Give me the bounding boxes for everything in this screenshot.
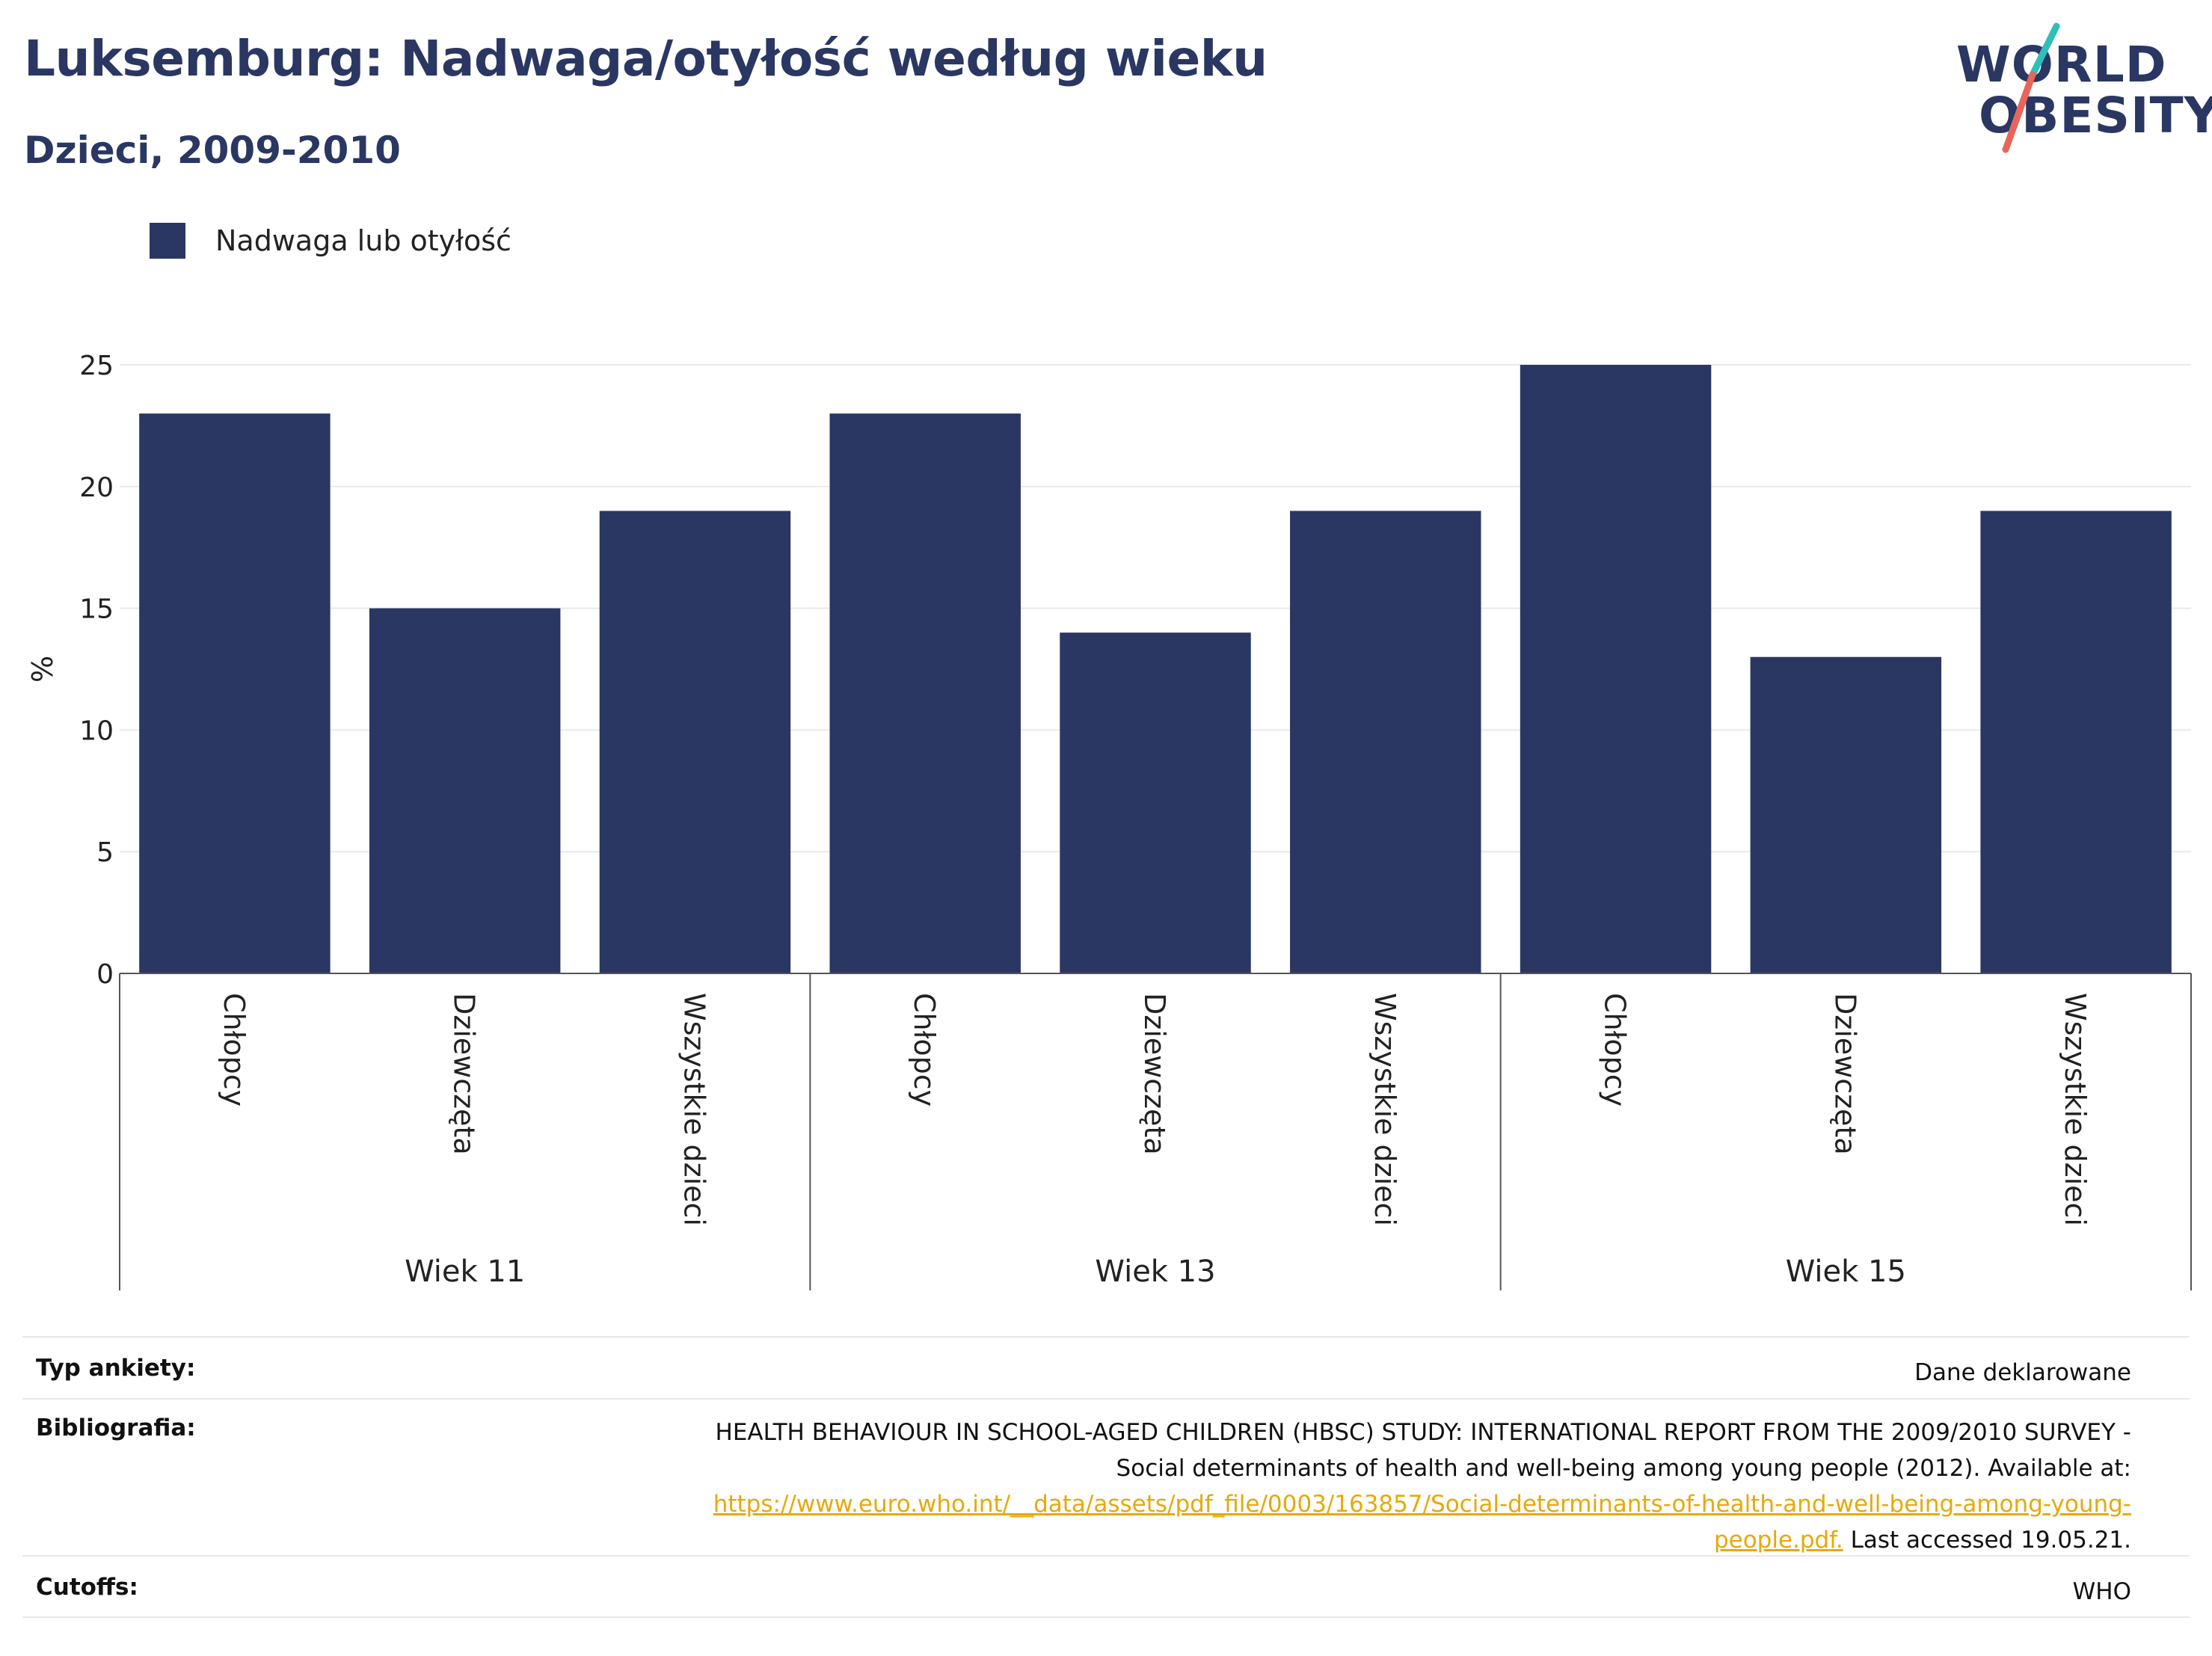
bibliography-last-accessed: Last accessed 19.05.21. bbox=[1843, 1527, 2131, 1554]
bibliography-link-cont[interactable]: people.pdf. bbox=[1713, 1527, 1843, 1554]
x-tick-label: Dziewczęta bbox=[448, 993, 481, 1155]
bar bbox=[599, 511, 791, 973]
logo-slash-icon bbox=[2002, 22, 2060, 153]
group-label: Wiek 15 bbox=[1786, 1255, 1906, 1289]
x-tick-label: Dziewczęta bbox=[1138, 993, 1171, 1155]
world-obesity-logo: WORLD OBESITY bbox=[1944, 22, 2212, 157]
y-tick-label: 15 bbox=[79, 594, 114, 625]
info-divider-bottom bbox=[22, 1616, 2190, 1618]
bar bbox=[1520, 365, 1712, 973]
bar bbox=[1060, 632, 1251, 973]
bibliography-line-1: HEALTH BEHAVIOUR IN SCHOOL-AGED CHILDREN… bbox=[715, 1419, 2131, 1446]
bar bbox=[1980, 511, 2172, 973]
chart-subtitle: Dzieci, 2009-2010 bbox=[24, 129, 401, 172]
bibliography-label: Bibliografia: bbox=[36, 1415, 196, 1441]
x-tick-label: Chłopcy bbox=[218, 993, 251, 1106]
y-tick-label: 20 bbox=[79, 473, 114, 503]
cutoffs-value: WHO bbox=[2072, 1578, 2131, 1605]
info-divider-top bbox=[22, 1336, 2190, 1338]
chart-title: Luksemburg: Nadwaga/otyłość według wieku bbox=[24, 30, 1268, 87]
bar bbox=[139, 413, 331, 973]
logo-text-world: WORLD bbox=[1956, 36, 2167, 93]
y-tick-label: 10 bbox=[79, 715, 114, 746]
y-tick-label: 0 bbox=[96, 959, 114, 990]
x-tick-label: Wszystkie dzieci bbox=[678, 993, 710, 1226]
legend-swatch bbox=[150, 223, 185, 259]
x-tick-label: Wszystkie dzieci bbox=[2059, 993, 2092, 1226]
info-divider-1 bbox=[22, 1398, 2190, 1400]
bar-chart: 0 5 10 15 20 25% Chłopcy Dziewczęta Wszystkie dz… bbox=[26, 351, 2192, 1290]
bar bbox=[829, 413, 1021, 973]
bibliography-text: HEALTH BEHAVIOUR IN SCHOOL-AGED CHILDREN… bbox=[486, 1415, 2131, 1558]
x-tick-label: Wszystkie dzieci bbox=[1368, 993, 1401, 1226]
y-tick-label: 25 bbox=[79, 351, 114, 381]
survey-type-value: Dane deklarowane bbox=[1914, 1359, 2131, 1386]
cutoffs-label: Cutoffs: bbox=[36, 1574, 138, 1601]
survey-type-label: Typ ankiety: bbox=[36, 1355, 196, 1382]
y-tick-label: 5 bbox=[96, 837, 114, 868]
bar bbox=[1750, 656, 1942, 973]
info-divider-2 bbox=[22, 1555, 2190, 1557]
x-tick-label: Chłopcy bbox=[908, 993, 941, 1106]
bar bbox=[369, 608, 561, 973]
y-axis-label: % bbox=[26, 656, 59, 683]
group-label: Wiek 11 bbox=[405, 1255, 525, 1289]
group-label: Wiek 13 bbox=[1095, 1255, 1215, 1289]
bibliography-link[interactable]: https://www.euro.who.int/__data/assets/p… bbox=[713, 1491, 2131, 1518]
bar bbox=[1290, 511, 1481, 973]
legend-label: Nadwaga lub otyłość bbox=[215, 224, 511, 257]
bibliography-line-2: Social determinants of health and well-b… bbox=[1116, 1455, 2131, 1482]
legend: Nadwaga lub otyłość bbox=[150, 223, 511, 259]
x-tick-label: Dziewczęta bbox=[1828, 993, 1861, 1155]
x-tick-label: Chłopcy bbox=[1599, 993, 1632, 1106]
